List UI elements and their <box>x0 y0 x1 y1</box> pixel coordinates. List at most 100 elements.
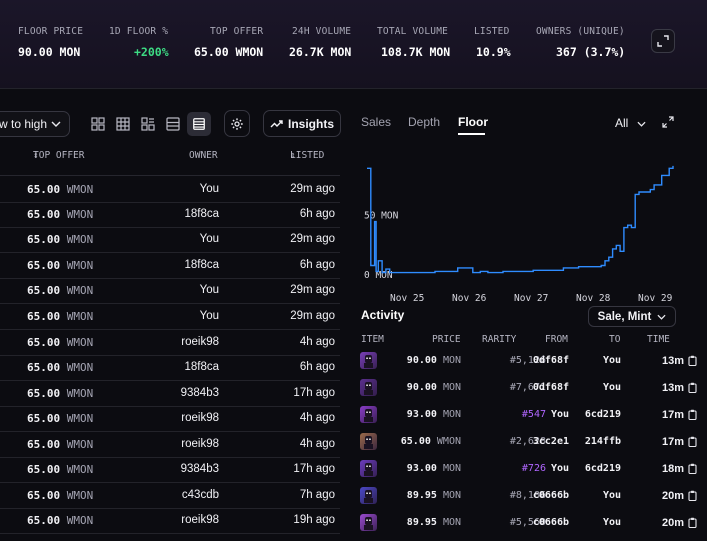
nft-avatar-icon <box>364 436 373 449</box>
activity-to[interactable]: 6cd219 <box>584 409 621 420</box>
activity-from[interactable]: 0df68f <box>532 355 569 366</box>
activity-row[interactable]: 90.00 MON #7,671 0df68f You 13m <box>358 379 707 401</box>
table-row[interactable]: 65.00 WMON 18f8ca 6h ago <box>0 355 340 381</box>
owner-cell[interactable]: 18f8ca <box>184 259 219 271</box>
activity-to[interactable]: 214ffb <box>584 436 621 447</box>
table-row[interactable]: 65.00 WMON c43cdb 7h ago <box>0 483 340 509</box>
list-view-icon[interactable] <box>165 116 181 132</box>
table-row[interactable]: 65.00 WMON You 29m ago <box>0 177 340 203</box>
table-row[interactable]: 65.00 WMON You 29m ago <box>0 278 340 304</box>
offer-cell: 65.00 WMON <box>27 208 93 221</box>
owner-cell[interactable]: You <box>199 284 219 296</box>
activity-price: 89.95 MON <box>407 490 461 501</box>
activity-to[interactable]: You <box>602 382 621 393</box>
activity-from[interactable]: You <box>550 409 569 420</box>
owner-cell[interactable]: You <box>199 183 219 195</box>
time-range-dropdown[interactable]: All <box>615 116 646 130</box>
activity-from[interactable]: c0666b <box>532 490 569 501</box>
price-amount: 90.00 <box>406 382 437 393</box>
table-row[interactable]: 65.00 WMON 18f8ca 6h ago <box>0 253 340 279</box>
table-row[interactable]: 65.00 WMON You 29m ago <box>0 304 340 330</box>
activity-from[interactable]: 3cc2e1 <box>532 436 569 447</box>
activity-row[interactable]: 89.95 MON #8,186 c0666b You 20m <box>358 487 707 509</box>
owner-cell[interactable]: You <box>199 310 219 322</box>
activity-rarity: #5,560 <box>509 517 546 528</box>
clipboard-icon[interactable] <box>688 382 697 393</box>
floor-price-chart[interactable]: 50 MON 0 MON Nov 25 Nov 26 Nov 27 Nov 28 Nov 2… <box>340 150 707 308</box>
item-thumbnail[interactable] <box>360 487 377 504</box>
clipboard-icon[interactable] <box>688 517 697 528</box>
stat-floor-price: FLOOR PRICE 90.00 MON <box>18 26 83 59</box>
owner-cell[interactable]: c43cdb <box>181 489 219 501</box>
table-row[interactable]: 65.00 WMON You 29m ago <box>0 227 340 253</box>
clipboard-icon[interactable] <box>688 490 697 501</box>
owner-cell[interactable]: You <box>199 233 219 245</box>
settings-button[interactable] <box>224 110 250 137</box>
table-row[interactable]: 65.00 WMON 9384b3 17h ago <box>0 457 340 483</box>
activity-row[interactable]: 89.95 MON #5,560 c0666b You 20m <box>358 514 707 536</box>
tab-depth[interactable]: Depth <box>408 115 441 129</box>
owner-cell[interactable]: roeik98 <box>181 514 219 526</box>
item-thumbnail[interactable] <box>360 379 377 396</box>
activity-from[interactable]: 0df68f <box>532 382 569 393</box>
table-row[interactable]: 65.00 WMON roeik98 4h ago <box>0 432 340 458</box>
table-row[interactable]: 65.00 WMON 18f8ca 6h ago <box>0 202 340 228</box>
x-tick-label: Nov 28 <box>576 293 611 304</box>
activity-row[interactable]: 93.00 MON #547 You 6cd219 17m <box>358 406 707 428</box>
offer-unit: WMON <box>66 233 94 246</box>
clipboard-icon[interactable] <box>688 355 697 366</box>
activity-row[interactable]: 65.00 WMON #2,628 3cc2e1 214ffb 17m <box>358 433 707 455</box>
expand-stats-button[interactable] <box>651 29 675 53</box>
activity-to[interactable]: You <box>602 490 621 501</box>
table-row[interactable]: 65.00 WMON roeik98 4h ago <box>0 330 340 356</box>
activity-row[interactable]: 93.00 MON #726 You 6cd219 18m <box>358 460 707 482</box>
grid-compact-view-icon[interactable] <box>140 116 156 132</box>
offer-unit: WMON <box>66 489 94 502</box>
listed-cell: 6h ago <box>299 361 335 373</box>
offer-cell: 65.00 WMON <box>27 183 93 196</box>
activity-from[interactable]: c0666b <box>532 517 569 528</box>
owner-cell[interactable]: roeik98 <box>181 412 219 424</box>
owner-cell[interactable]: 9384b3 <box>180 463 219 475</box>
item-thumbnail[interactable] <box>360 352 377 369</box>
nft-avatar-icon <box>364 382 373 395</box>
owner-cell[interactable]: roeik98 <box>181 438 219 450</box>
grid-large-view-icon[interactable] <box>90 116 106 132</box>
header-listed[interactable]: LISTED ⇕ <box>290 150 324 161</box>
clipboard-icon[interactable] <box>688 409 697 420</box>
grid-small-view-icon[interactable] <box>115 116 131 132</box>
tab-floor[interactable]: Floor <box>458 115 488 129</box>
item-thumbnail[interactable] <box>360 460 377 477</box>
item-thumbnail[interactable] <box>360 433 377 450</box>
activity-filter-dropdown[interactable]: Sale, Mint <box>588 306 676 327</box>
clipboard-icon[interactable] <box>688 436 697 447</box>
tab-sales[interactable]: Sales <box>361 115 392 129</box>
owner-cell[interactable]: 9384b3 <box>180 387 219 399</box>
fullscreen-icon[interactable] <box>662 116 674 128</box>
owner-cell[interactable]: 18f8ca <box>184 361 219 373</box>
activity-to[interactable]: 6cd219 <box>584 463 621 474</box>
price-amount: 89.95 <box>406 517 437 528</box>
activity-to[interactable]: You <box>602 517 621 528</box>
table-row[interactable]: 65.00 WMON 9384b3 17h ago <box>0 381 340 407</box>
insights-button[interactable]: Insights <box>263 110 341 137</box>
table-view-button[interactable] <box>187 112 211 136</box>
stat-value: 65.00 WMON <box>194 45 264 59</box>
owner-cell[interactable]: 18f8ca <box>184 208 219 220</box>
clipboard-icon[interactable] <box>688 463 697 474</box>
activity-to[interactable]: You <box>602 355 621 366</box>
table-header: TOP OFFER ⇕ OWNER LISTED ⇕ <box>0 150 345 170</box>
activity-filter-label: Sale, Mint <box>597 310 652 323</box>
chevron-down-icon <box>657 314 666 320</box>
owner-cell[interactable]: roeik98 <box>181 336 219 348</box>
item-thumbnail[interactable] <box>360 406 377 423</box>
sort-dropdown[interactable]: w to high <box>0 111 70 137</box>
table-row[interactable]: 65.00 WMON roeik98 19h ago <box>0 508 340 534</box>
table-row[interactable]: 65.00 WMON roeik98 4h ago <box>0 406 340 432</box>
activity-from[interactable]: You <box>550 463 569 474</box>
activity-row[interactable]: 90.00 MON #5,126 0df68f You 13m <box>358 352 707 374</box>
activity-header-to: TO <box>609 334 621 345</box>
item-thumbnail[interactable] <box>360 514 377 531</box>
header-top-offer[interactable]: TOP OFFER ⇕ <box>33 150 84 161</box>
offer-amount: 65.00 <box>27 412 61 425</box>
